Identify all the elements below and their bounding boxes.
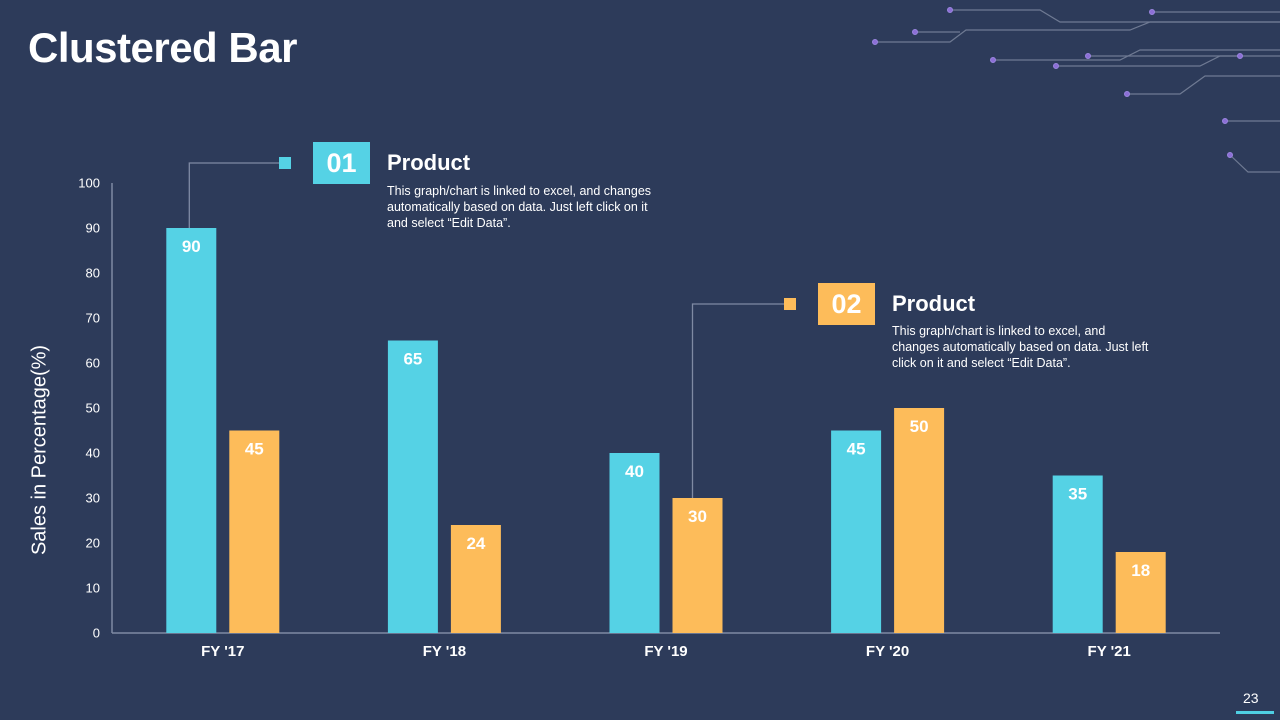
callout-02-number: 02 [818,283,875,325]
y-tick-label: 20 [86,536,100,551]
x-tick-label: FY '17 [201,643,244,660]
bar-1-0 [166,228,217,633]
data-label: 24 [466,534,485,553]
y-tick-label: 10 [86,581,100,596]
callout-02-title: Product [892,291,976,316]
callout-02-connector [691,303,785,498]
y-tick-label: 60 [86,356,100,371]
data-label: 45 [245,440,264,459]
bar-2-1 [450,525,501,633]
callout-02-marker [784,298,796,310]
x-tick-label: FY '18 [423,643,466,660]
data-label: 35 [1068,485,1087,504]
y-axis-label: Sales in Percentage(%) [28,344,51,556]
page-number-underline [1236,711,1274,714]
bar-1-2 [609,453,660,633]
bar-1-3 [831,430,882,633]
callout-01-number: 01 [313,142,370,184]
data-label: 50 [910,417,929,436]
y-tick-label: 30 [86,491,100,506]
y-tick-label: 0 [93,626,100,641]
data-label: 30 [688,507,707,526]
y-tick-label: 90 [86,221,100,236]
x-tick-label: FY '19 [644,643,687,660]
page-number: 23 [1243,690,1259,706]
callout-connectors [188,157,796,498]
data-label: 45 [847,440,866,459]
callout-01-connector [188,162,280,228]
bar-2-3 [894,408,945,633]
callout-02-description: This graph/chart is linked to excel, and… [892,324,1149,370]
y-tick-label: 70 [86,311,100,326]
data-label: 40 [625,462,644,481]
circuit-decoration [872,7,1280,173]
y-tick-label: 100 [78,176,100,191]
chart-bars [166,228,1166,633]
bar-2-2 [672,498,723,633]
callout-01-title: Product [387,150,471,175]
bar-2-4 [1115,552,1166,633]
chart-labels: 0 10 20 30 40 50 60 70 80 90 100 90 45 FY '17 65 24 FY '… [78,176,1150,661]
bar-1-1 [387,340,438,633]
y-tick-label: 80 [86,266,100,281]
data-label: 18 [1131,561,1150,580]
bar-2-0 [229,430,280,633]
slide-title: Clustered Bar [28,24,297,71]
data-label: 65 [403,350,422,369]
callout-01-marker [279,157,291,169]
y-tick-label: 40 [86,446,100,461]
x-tick-label: FY '21 [1088,643,1131,660]
callout-01-description: This graph/chart is linked to excel, and… [387,184,652,230]
bar-1-4 [1052,475,1103,633]
chart-axes [111,183,1220,634]
data-label: 90 [182,237,201,256]
y-tick-label: 50 [86,401,100,416]
x-tick-label: FY '20 [866,643,909,660]
